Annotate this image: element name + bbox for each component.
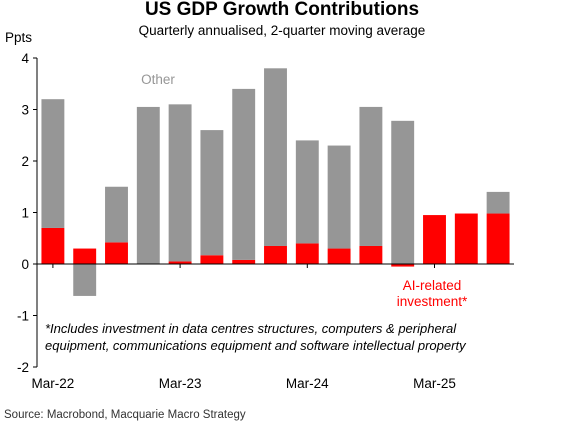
- x-tick-label: Mar-25: [413, 376, 456, 391]
- bar-other: [168, 104, 192, 262]
- bar-other: [73, 264, 97, 296]
- bar-ai-investment: [200, 255, 224, 264]
- y-tick-label: 2: [21, 154, 29, 169]
- y-tick-label: -2: [17, 360, 29, 375]
- bar-other: [486, 191, 510, 214]
- bar-other: [264, 68, 287, 246]
- bar-other: [295, 140, 319, 244]
- chart-subtitle: Quarterly annualised, 2-quarter moving a…: [139, 23, 426, 38]
- y-axis-label: Ppts: [5, 30, 32, 45]
- y-tick-label: 1: [21, 206, 29, 221]
- bars: [41, 68, 510, 296]
- bar-other: [41, 99, 65, 228]
- bar-ai-investment: [454, 213, 478, 264]
- bar-ai-investment: [295, 243, 319, 264]
- bar-ai-investment: [168, 261, 192, 264]
- bar-other: [136, 106, 160, 265]
- y-tick-label: 4: [21, 51, 29, 66]
- bar-other: [200, 130, 224, 256]
- bar-ai-investment: [423, 215, 446, 264]
- source-note: Source: Macrobond, Macquarie Macro Strat…: [4, 409, 246, 421]
- x-tick-label: Mar-24: [286, 376, 329, 391]
- bar-ai-investment: [264, 245, 287, 264]
- bar-ai-investment: [359, 245, 383, 264]
- footnote-line1: *Includes investment in data centres str…: [45, 321, 457, 336]
- ai-label-line1: AI-related: [403, 278, 462, 293]
- bar-ai-investment: [73, 248, 97, 264]
- y-axis: -2 -1 0 1 2 3 4: [17, 51, 38, 375]
- bar-other: [359, 106, 383, 246]
- bar-ai-investment: [391, 264, 415, 267]
- footnote-line2: equipment, communications equipment and …: [45, 338, 467, 353]
- ai-label-line2: investment*: [397, 294, 468, 309]
- x-tick-label: Mar-23: [159, 376, 202, 391]
- other-label: Other: [141, 72, 175, 87]
- bar-ai-investment: [41, 227, 65, 264]
- x-tick-label: Mar-22: [32, 376, 75, 391]
- x-axis: Mar-22 Mar-23 Mar-24 Mar-25: [32, 263, 514, 391]
- chart-title: US GDP Growth Contributions: [145, 0, 419, 20]
- bar-ai-investment: [327, 248, 351, 264]
- bar-ai-investment: [105, 242, 128, 264]
- y-tick-label: 0: [21, 257, 29, 272]
- bar-other: [391, 120, 415, 264]
- bar-other: [105, 186, 128, 243]
- y-tick-label: -1: [17, 309, 29, 324]
- bar-other: [327, 145, 351, 249]
- bar-ai-investment: [232, 259, 256, 264]
- bar-other: [232, 88, 256, 260]
- bar-ai-investment: [486, 213, 510, 264]
- y-tick-label: 3: [21, 103, 29, 118]
